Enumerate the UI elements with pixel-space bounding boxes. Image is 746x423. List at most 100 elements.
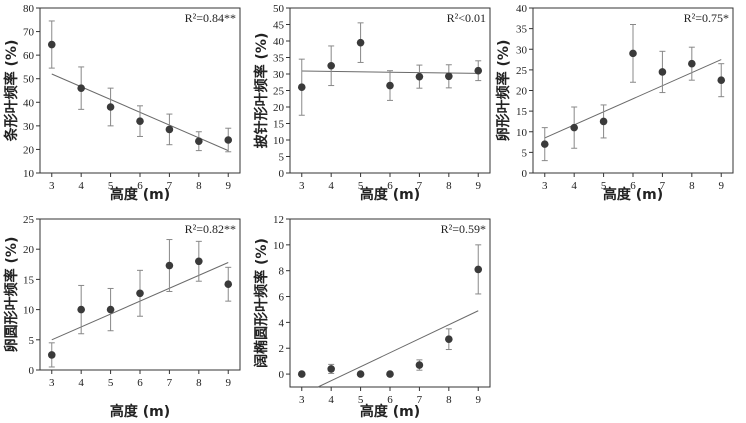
y-tick-label: 5: [29, 335, 35, 347]
data-point: [570, 123, 578, 132]
data-point: [415, 361, 424, 369]
data-point: [445, 335, 453, 343]
x-tick-label: 3: [542, 180, 548, 192]
x-tick-label: 9: [718, 180, 724, 192]
y-tick-label: 25: [516, 65, 528, 77]
r-squared-label: R²=0.75*: [684, 11, 729, 25]
data-point: [356, 38, 365, 47]
data-point: [106, 305, 115, 314]
data-point: [386, 370, 394, 378]
y-tick-label: 40: [273, 36, 285, 48]
y-tick-label: 60: [23, 50, 35, 62]
y-axis-label: 卵圆形叶频率 (%): [3, 237, 20, 353]
x-tick-label: 3: [49, 180, 55, 192]
y-tick-label: 5: [522, 147, 528, 159]
x-tick-label: 9: [225, 377, 231, 389]
y-tick-label: 4: [279, 317, 285, 329]
y-tick-label: 0: [279, 168, 285, 180]
y-tick-label: 2: [279, 343, 285, 355]
x-tick-label: 5: [358, 394, 364, 406]
y-tick-label: 45: [273, 20, 285, 32]
x-tick-label: 4: [328, 180, 334, 192]
data-point: [415, 72, 424, 81]
y-tick-label: 35: [273, 53, 285, 65]
data-point: [356, 370, 365, 378]
y-axis-label: 披针形叶频率 (%): [253, 33, 270, 149]
y-tick-label: 20: [273, 102, 285, 114]
y-tick-label: 8: [279, 266, 285, 278]
data-point: [47, 40, 56, 49]
r-squared-label: R²=0.84**: [185, 11, 236, 25]
panel-oval-leaf: 0 5 10 15 20 25 3 4 5 6 7 8 9 R²=0.82** 高度 (m) 卵圆形叶频率 (…: [3, 214, 241, 420]
y-tick-label: 40: [516, 3, 528, 15]
data-point: [327, 61, 335, 70]
panel-broad-elliptic-leaf: 0 2 4 6 8 10 12 3 4 5 6 7 8 9 R²=0.59* 高度 (m) 阔椭圆形叶频率 (%…: [253, 214, 491, 420]
y-tick-label: 30: [23, 121, 35, 133]
x-tick-label: 8: [196, 377, 202, 389]
y-tick-label: 6: [279, 292, 285, 304]
y-tick-label: 40: [23, 97, 35, 109]
data-point: [297, 370, 306, 378]
x-tick-label: 8: [446, 394, 452, 406]
r-squared-label: R²=0.82**: [185, 222, 236, 236]
x-tick-label: 3: [49, 377, 55, 389]
data-point: [165, 261, 174, 270]
y-axis-label: 条形叶频率 (%): [3, 40, 20, 143]
r-squared-label: R²<0.01: [447, 11, 486, 25]
data-point: [195, 137, 203, 145]
y-tick-label: 12: [273, 214, 284, 226]
data-point: [165, 125, 174, 134]
y-tick-label: 5: [279, 152, 285, 164]
y-tick-label: 0: [279, 369, 285, 381]
x-tick-label: 8: [446, 180, 452, 192]
data-point: [136, 289, 144, 298]
x-axis-label: 高度 (m): [360, 186, 420, 203]
y-tick-label: 30: [273, 69, 285, 81]
y-tick-label: 10: [273, 135, 285, 147]
data-point: [136, 117, 144, 125]
x-tick-label: 9: [475, 180, 481, 192]
data-point: [224, 280, 233, 289]
data-point: [474, 265, 483, 274]
y-axis-label: 卵形叶频率 (%): [495, 40, 512, 142]
y-tick-label: 0: [29, 365, 35, 377]
x-tick-label: 3: [299, 394, 305, 406]
x-axis-label: 高度 (m): [110, 186, 170, 203]
x-tick-label: 7: [167, 180, 173, 192]
x-tick-label: 6: [137, 377, 143, 389]
y-tick-label: 10: [23, 168, 35, 180]
data-point: [47, 351, 56, 359]
y-tick-label: 20: [516, 86, 528, 98]
x-tick-label: 9: [225, 180, 231, 192]
x-tick-label: 8: [196, 180, 202, 192]
y-tick-label: 15: [273, 119, 285, 131]
data-point: [540, 140, 549, 148]
data-point: [445, 72, 453, 81]
plot-frame: [289, 218, 491, 388]
x-tick-label: 3: [299, 180, 305, 192]
x-tick-label: 5: [108, 180, 114, 192]
y-tick-label: 0: [522, 168, 528, 180]
x-tick-label: 6: [387, 180, 393, 192]
data-point: [195, 257, 203, 266]
y-tick-label: 10: [516, 127, 528, 139]
data-point: [717, 76, 726, 84]
y-tick-label: 15: [516, 106, 528, 118]
data-point: [629, 49, 637, 58]
panel-ovate-leaf: 0 5 10 15 20 25 30 35 40 3 4 5 6 7 8 9 R²=0.75* 高度 (m) 卵形叶…: [495, 3, 734, 203]
data-point: [658, 68, 667, 76]
x-tick-label: 6: [137, 180, 143, 192]
plot-frame: [39, 7, 241, 174]
x-tick-label: 5: [601, 180, 607, 192]
r-squared-label: R²=0.59*: [441, 222, 486, 236]
x-axis-label: 高度 (m): [110, 403, 170, 420]
data-point: [599, 117, 608, 126]
x-tick-label: 7: [417, 180, 423, 192]
data-point: [688, 59, 696, 68]
regression-line: [317, 310, 479, 388]
panel-narrow-leaf: 10 20 30 40 50 60 70 80 3 4 5 6 7 8 9 R²=0.84** 高度 (m) 条形…: [3, 3, 241, 203]
data-point: [77, 84, 85, 92]
y-tick-label: 25: [23, 214, 35, 226]
